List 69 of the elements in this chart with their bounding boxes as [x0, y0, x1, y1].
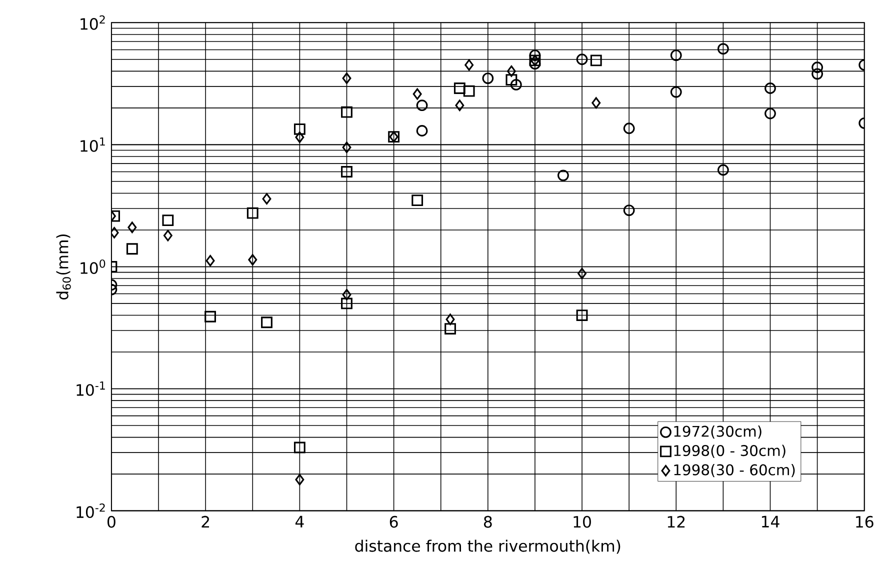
x-axis-title: distance from the rivermouth(km): [355, 540, 620, 554]
x-tick-label: 6: [390, 516, 398, 528]
x-tick-label: 14: [762, 516, 780, 528]
point: [341, 298, 352, 310]
point: [416, 100, 428, 112]
legend-label: 1972(30cm): [674, 426, 762, 439]
y-tick-label: 10$^{1}$: [80, 138, 105, 152]
point: [444, 323, 456, 335]
point: [506, 74, 518, 86]
x-tick-label: 10: [574, 516, 591, 528]
x-tick-label: 16: [856, 516, 874, 528]
x-tick-label: 4: [295, 516, 304, 528]
x-tick-label: 12: [668, 516, 685, 528]
point: [510, 79, 522, 91]
x-tick-label: 0: [108, 516, 116, 528]
point: [446, 314, 455, 326]
point: [162, 214, 174, 226]
point: [248, 254, 258, 266]
point: [464, 59, 474, 71]
point: [670, 86, 682, 98]
point: [342, 289, 352, 301]
point: [670, 50, 682, 62]
point: [623, 122, 635, 134]
point: [163, 230, 172, 242]
point: [294, 442, 306, 454]
point: [576, 54, 588, 66]
point: [295, 474, 304, 486]
point: [454, 82, 466, 94]
point: [812, 68, 824, 80]
point: [590, 54, 602, 66]
point: [294, 124, 306, 136]
point: [262, 193, 272, 205]
legend-label: 1998(0 - 30cm): [674, 444, 786, 458]
y-tick-label: 10$^{-1}$: [76, 382, 105, 396]
point: [557, 170, 569, 182]
point: [128, 222, 137, 234]
y-tick-label: 10$^{2}$: [80, 16, 105, 30]
y-tick-label: 10$^{-2}$: [76, 504, 105, 518]
point: [576, 310, 588, 322]
point: [482, 72, 494, 84]
point: [206, 255, 215, 267]
point: [455, 100, 464, 112]
x-tick-label: 2: [202, 516, 209, 528]
point: [295, 132, 304, 144]
point: [126, 243, 138, 255]
point: [342, 72, 352, 84]
point: [412, 88, 422, 100]
y-tick-label: 10$^{0}$: [80, 260, 106, 274]
point: [261, 316, 272, 328]
point: [717, 164, 729, 176]
point: [341, 166, 352, 178]
point: [341, 106, 352, 118]
point: [764, 82, 776, 94]
point: [623, 204, 635, 216]
point: [717, 43, 729, 55]
y-axis-title: d$_{60}$(mm): [56, 234, 71, 300]
point: [412, 194, 424, 206]
x-tick-label: 8: [484, 516, 492, 528]
point: [764, 108, 776, 120]
point: [506, 66, 516, 78]
point: [812, 62, 824, 74]
point: [246, 208, 258, 219]
point: [578, 268, 586, 280]
point: [463, 86, 475, 97]
point: [204, 311, 216, 322]
point: [416, 125, 428, 137]
point: [342, 142, 352, 154]
legend-label: 1998(30 - 60cm): [674, 464, 795, 478]
point: [592, 97, 601, 109]
